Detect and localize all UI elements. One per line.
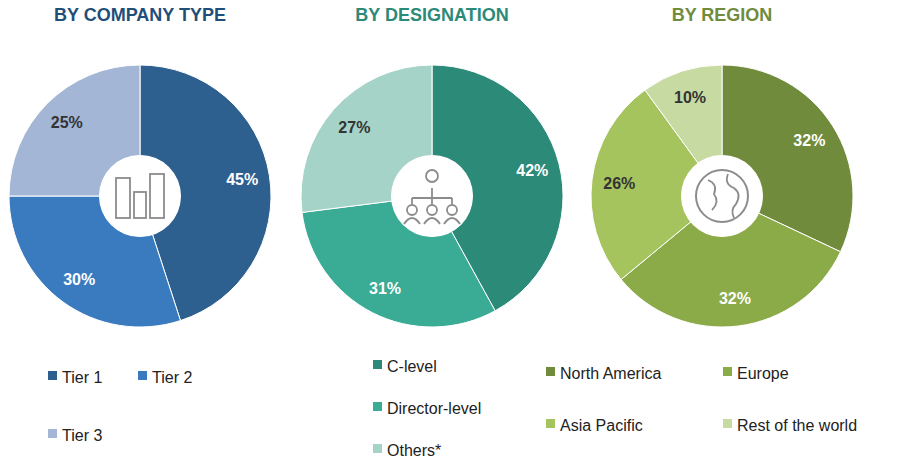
plot-area: 45% 30% 25%: [9, 65, 271, 327]
center-disc: [391, 155, 473, 237]
legend-item: North America: [546, 365, 661, 382]
legend: Tier 1 Tier 2 Tier 3: [48, 369, 192, 444]
data-label: 25%: [51, 114, 83, 131]
center-icon: [681, 155, 763, 237]
chart-title: BY REGION: [672, 5, 773, 25]
icon-part: [134, 192, 146, 218]
legend-label: Tier 2: [152, 369, 192, 386]
legend-label: C-level: [387, 358, 437, 375]
legend-item: C-level: [373, 358, 437, 375]
icon-part: [426, 170, 438, 182]
legend-swatch: [48, 371, 57, 380]
legend-swatch: [723, 419, 732, 428]
donut-chart: BY COMPANY TYPE45%30%25%Tier 1Tier 2Tier…: [9, 5, 271, 444]
legend-swatch: [723, 367, 732, 376]
icon-part: [447, 205, 457, 215]
legend-label: Tier 1: [62, 369, 102, 386]
legend-swatch: [546, 367, 555, 376]
icon-part: [412, 188, 452, 204]
icon-part: [150, 174, 164, 218]
legend-label: Director-level: [387, 400, 481, 417]
donut-chart: BY REGION 32% 32% 26% 10% North America Europe…: [546, 5, 857, 434]
legend-item: Europe: [723, 365, 789, 382]
legend-item: Asia Pacific: [546, 417, 643, 434]
icon-part: [424, 218, 440, 224]
legend-label: Tier 3: [62, 427, 102, 444]
legend-swatch: [373, 402, 382, 411]
center-icon: [99, 155, 181, 237]
icon-part: [696, 170, 748, 222]
center-disc: [681, 155, 763, 237]
chart-title: BY COMPANY TYPE: [54, 5, 226, 25]
legend-swatch: [48, 429, 57, 438]
legend-swatch: [373, 360, 382, 369]
icon-part: [407, 205, 417, 215]
donut-chart: BY DESIGNATION 42% 31% 27% C-level Director-l…: [301, 5, 563, 459]
legend-label: Rest of the world: [737, 417, 857, 434]
plot-area: 32% 32% 26% 10%: [591, 65, 853, 327]
legend-item: Others*: [373, 442, 441, 459]
plot-area: 42% 31% 27%: [301, 65, 563, 327]
icon-part: [444, 218, 460, 224]
slice: [645, 65, 722, 164]
data-label: 27%: [338, 119, 370, 136]
icon-part: [116, 178, 130, 218]
legend-label: Europe: [737, 365, 789, 382]
legend-item: Tier 1: [48, 369, 102, 386]
data-label: 32%: [719, 290, 751, 307]
data-label: 32%: [793, 132, 825, 149]
legend-label: Others*: [387, 442, 441, 459]
data-label: 26%: [603, 175, 635, 192]
data-label: 31%: [369, 280, 401, 297]
legend-item: Director-level: [373, 400, 481, 417]
legend-swatch: [138, 371, 147, 380]
icon-part: [404, 218, 420, 224]
legend-item: Tier 3: [48, 427, 102, 444]
legend-item: Tier 2: [138, 369, 192, 386]
legend-label: Asia Pacific: [560, 417, 643, 434]
center-disc: [99, 155, 181, 237]
legend-item: Rest of the world: [723, 417, 857, 434]
legend-swatch: [373, 444, 382, 453]
data-label: 10%: [674, 89, 706, 106]
legend: C-level Director-level Others*: [373, 358, 481, 459]
legend-label: North America: [560, 365, 661, 382]
data-label: 42%: [516, 162, 548, 179]
center-icon: [391, 155, 473, 237]
icon-part: [708, 174, 739, 218]
data-label: 30%: [63, 271, 95, 288]
data-label: 45%: [226, 171, 258, 188]
slice: [302, 201, 495, 327]
chart-title: BY DESIGNATION: [355, 5, 508, 25]
legend: North America Europe Asia Pacific Rest of t…: [546, 365, 857, 434]
icon-part: [427, 205, 437, 215]
legend-swatch: [546, 419, 555, 428]
figure: BY COMPANY TYPE45%30%25%Tier 1Tier 2Tier…: [0, 0, 900, 466]
